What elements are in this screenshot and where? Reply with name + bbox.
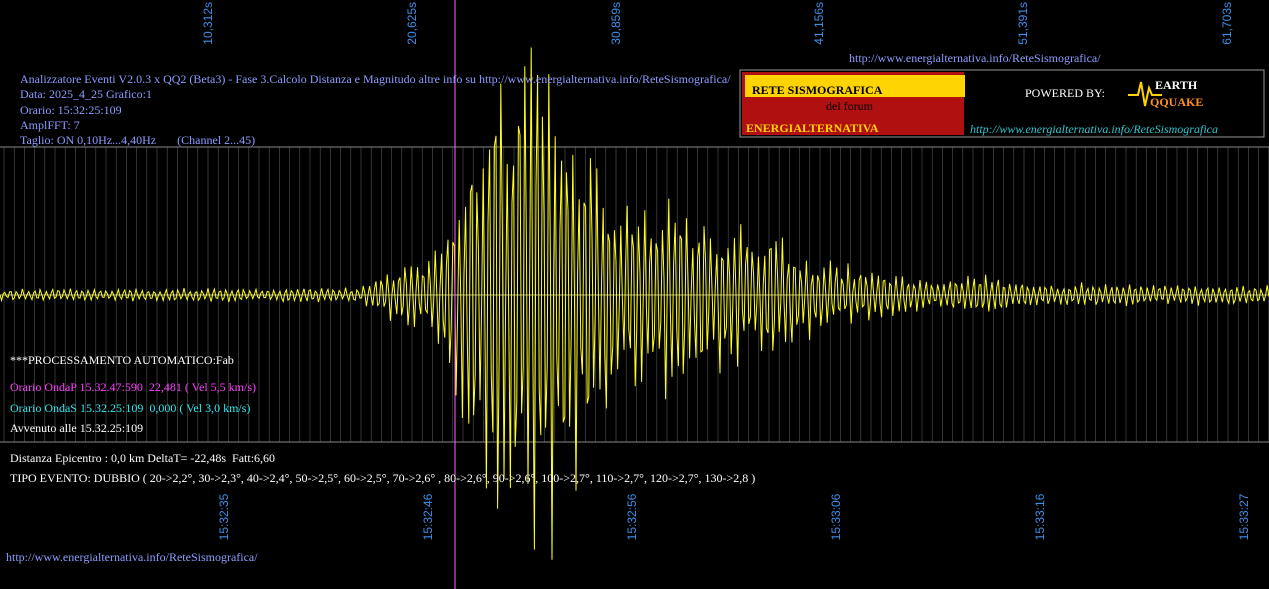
bottom-time-label: 15:33:16 — [1033, 493, 1047, 540]
bottom-time-label: 15:32:56 — [625, 493, 639, 540]
top-time-label: 10,312s — [201, 2, 215, 45]
bottom-time-label: 15:32:46 — [421, 493, 435, 540]
event-type: TIPO EVENTO: DUBBIO ( 20->2,2°, 30->2,3°… — [10, 471, 755, 485]
s-wave: Orario OndaS 15.32.25:109 0,000 ( Vel 3,… — [10, 401, 250, 415]
logo-brand: QQUAKE — [1150, 95, 1203, 109]
logo-brand: EARTH — [1155, 78, 1198, 92]
info-line: AmplFFT: 7 — [20, 118, 80, 132]
logo-icon — [1128, 81, 1162, 107]
p-wave: Orario OndaP 15.32.47:590 22,481 ( Vel 5… — [10, 380, 256, 394]
logo-url: http://www.energialternativa.info/ReteSi… — [970, 122, 1218, 136]
info-line: Data: 2025_4_25 Grafico:1 — [20, 87, 152, 101]
bottom-time-label: 15:32:35 — [217, 493, 231, 540]
top-time-label: 30,859s — [609, 2, 623, 45]
top-time-label: 61,703s — [1220, 2, 1234, 45]
info-line: Orario: 15:32:25:109 — [20, 103, 122, 117]
waveform — [0, 47, 1269, 560]
time-labels: 10,312s 20,625s 30,859s 41,156s 51,391s 61,70… — [201, 2, 1251, 540]
footer-url: http://www.energialternativa.info/ReteSi… — [6, 550, 258, 564]
logo-sub: del forum — [826, 99, 874, 113]
distance: Distanza Epicentro : 0,0 km DeltaT= -22,… — [10, 451, 275, 465]
event-time: Avvenuto alle 15.32.25:109 — [10, 421, 143, 435]
top-time-label: 41,156s — [812, 2, 826, 45]
logo-name: ENERGIALTERNATIVA — [746, 121, 879, 135]
logo-powered: POWERED BY: — [1025, 86, 1105, 100]
logo-yellow — [745, 75, 965, 97]
top-time-label: 51,391s — [1016, 2, 1030, 45]
info-line: Taglio: ON 0,10Hz...4,40Hz (Channel 2...… — [20, 133, 255, 147]
top-time-label: 20,625s — [405, 2, 419, 45]
bottom-time-label: 15:33:27 — [1237, 493, 1251, 540]
top-url: http://www.energialternativa.info/ReteSi… — [849, 51, 1101, 65]
proc-title: ***PROCESSAMENTO AUTOMATICO:Fab — [10, 353, 234, 367]
info-line: Analizzatore Eventi V2.0.3 x QQ2 (Beta3)… — [20, 72, 731, 86]
bottom-time-label: 15:33:06 — [829, 493, 843, 540]
logo: RETE SISMOGRAFICA del forum ENERGIALTERN… — [739, 69, 1265, 138]
logo-title: RETE SISMOGRAFICA — [752, 83, 883, 97]
